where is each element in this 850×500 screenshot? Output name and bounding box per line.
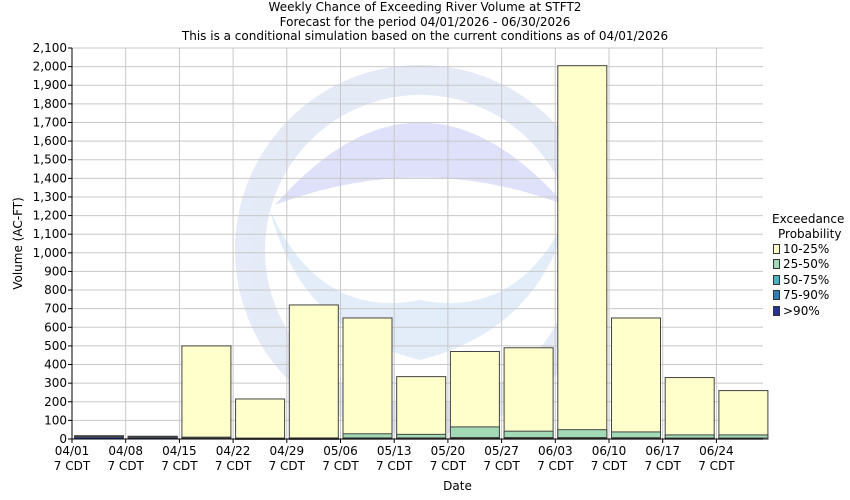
y-tick-label: 1,300 <box>33 190 67 204</box>
y-tick-label: 200 <box>44 395 67 409</box>
x-tick-label: 04/15 <box>162 444 197 458</box>
bar-6-series-0 <box>396 376 447 440</box>
x-tick-label: 05/06 <box>323 444 358 458</box>
y-tick-label: 1,600 <box>33 134 67 148</box>
legend-label: 50-75% <box>783 272 830 287</box>
legend-label: 10-25% <box>783 241 830 256</box>
bar-11-series-0 <box>664 377 715 440</box>
chart-subtitle: Forecast for the period 04/01/2026 - 06/… <box>279 14 571 29</box>
x-tick-sublabel: 7 CDT <box>376 459 413 473</box>
x-tick-sublabel: 7 CDT <box>161 459 198 473</box>
y-tick-label: 700 <box>44 302 67 316</box>
x-tick-sublabel: 7 CDT <box>698 459 735 473</box>
legend-label: 25-50% <box>783 257 830 271</box>
bar-9-series-0 <box>557 65 608 440</box>
y-tick-label: 2,100 <box>33 41 67 55</box>
y-tick-label: 600 <box>44 320 67 334</box>
x-tick-label: 06/10 <box>592 444 627 458</box>
chart-subtitle-2: This is a conditional simulation based o… <box>181 29 669 43</box>
y-tick-label: 1,500 <box>33 153 67 167</box>
legend-item: 25-50% <box>772 257 850 273</box>
legend-swatch <box>773 290 780 301</box>
chart-title: Weekly Chance of Exceeding River Volume … <box>268 0 582 14</box>
y-tick-label: 100 <box>44 413 67 427</box>
legend-swatch <box>773 243 780 254</box>
chart-title-block: Weekly Chance of Exceeding River Volume … <box>0 0 850 44</box>
y-tick-label: 1,800 <box>33 97 67 111</box>
legend-swatch <box>773 274 780 285</box>
y-tick-label: 400 <box>44 358 67 372</box>
x-tick-sublabel: 7 CDT <box>591 459 628 473</box>
legend-swatch <box>773 259 780 270</box>
y-tick-label: 1,900 <box>33 78 67 92</box>
x-tick-sublabel: 7 CDT <box>54 459 91 473</box>
y-tick-label: 0 <box>59 432 67 446</box>
legend-title-line-2: Probability <box>778 226 842 241</box>
y-tick-label: 1,400 <box>33 171 67 185</box>
legend-item: >90% <box>772 303 850 319</box>
x-tick-sublabel: 7 CDT <box>644 459 681 473</box>
x-tick-label: 06/03 <box>538 444 573 458</box>
legend-label: >90% <box>783 303 820 318</box>
x-tick-sublabel: 7 CDT <box>269 459 306 473</box>
y-tick-label: 800 <box>44 283 67 297</box>
y-tick-label: 1,200 <box>33 209 67 223</box>
x-tick-label: 05/27 <box>484 444 519 458</box>
x-tick-label: 04/22 <box>216 444 251 458</box>
bar-7-series-0 <box>449 350 500 440</box>
legend-item: 10-25% <box>772 241 850 257</box>
x-tick-label: 05/20 <box>431 444 466 458</box>
y-tick-label: 300 <box>44 376 67 390</box>
x-tick-sublabel: 7 CDT <box>107 459 144 473</box>
y-tick-label: 1,000 <box>33 246 67 260</box>
x-tick-sublabel: 7 CDT <box>215 459 252 473</box>
y-axis-label: Volume (AC-FT) <box>11 197 25 290</box>
legend: Exceedance Probability 10-25% 25-50% 50-75… <box>772 212 850 319</box>
bar-12-series-0 <box>718 390 769 440</box>
bar-3-series-0 <box>235 398 286 440</box>
y-tick-label: 1,100 <box>33 227 67 241</box>
y-tick-label: 2,000 <box>33 60 67 74</box>
bar-5-series-0 <box>342 317 393 440</box>
x-tick-sublabel: 7 CDT <box>483 459 520 473</box>
x-tick-sublabel: 7 CDT <box>322 459 359 473</box>
y-tick-label: 1,700 <box>33 115 67 129</box>
legend-title: Exceedance Probability <box>772 212 850 241</box>
bar-8-series-0 <box>503 347 554 440</box>
x-tick-label: 04/29 <box>270 444 305 458</box>
x-tick-label: 04/08 <box>108 444 143 458</box>
legend-label: 75-90% <box>783 288 830 302</box>
x-axis-label: Date <box>443 479 472 493</box>
bar-10-series-0 <box>611 317 661 440</box>
x-tick-label: 06/17 <box>645 444 680 458</box>
y-tick-label: 500 <box>44 339 67 353</box>
x-tick-sublabel: 7 CDT <box>430 459 467 473</box>
legend-swatch <box>773 305 780 316</box>
legend-title-line-1: Exceedance <box>772 212 845 226</box>
x-tick-label: 06/24 <box>699 444 734 458</box>
y-tick-label: 900 <box>44 264 67 278</box>
bar-2-series-0 <box>181 345 232 440</box>
x-tick-label: 04/01 <box>55 444 90 458</box>
bar-4-series-0 <box>288 304 339 440</box>
x-tick-label: 05/13 <box>377 444 412 458</box>
legend-item: 75-90% <box>772 288 850 304</box>
legend-item: 50-75% <box>772 272 850 288</box>
x-tick-sublabel: 7 CDT <box>537 459 574 473</box>
